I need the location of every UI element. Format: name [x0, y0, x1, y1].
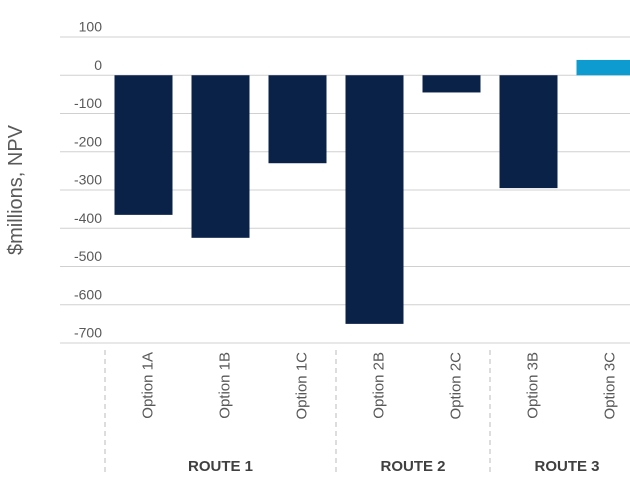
bar [114, 75, 173, 215]
bar [345, 75, 404, 324]
bar [499, 75, 558, 189]
y-tick-label: 0 [94, 57, 102, 73]
x-tick-label: Option 3B [524, 352, 541, 419]
bar [576, 59, 630, 76]
group-label: ROUTE 1 [188, 458, 253, 475]
bar [422, 75, 481, 93]
x-tick-label: Option 1A [139, 352, 156, 419]
y-tick-label: -300 [74, 172, 102, 188]
x-tick-label: Option 2C [447, 352, 464, 420]
y-tick-label: -500 [74, 248, 102, 264]
x-tick-label: Option 3C [601, 352, 618, 420]
y-tick-label: -400 [74, 210, 102, 226]
bar [191, 75, 250, 238]
y-tick-label: 100 [79, 19, 103, 35]
group-label: ROUTE 2 [380, 458, 445, 475]
group-label: ROUTE 3 [534, 458, 599, 475]
y-tick-label: -600 [74, 286, 102, 302]
bar [268, 75, 327, 164]
x-tick-label: Option 2B [370, 352, 387, 419]
x-tick-label: Option 1C [293, 352, 310, 420]
y-axis-label: $millions, NPV [5, 124, 27, 255]
x-tick-label: Option 1B [216, 352, 233, 419]
y-tick-label: -100 [74, 95, 102, 111]
y-tick-label: -700 [74, 325, 102, 341]
y-tick-label: -200 [74, 133, 102, 149]
